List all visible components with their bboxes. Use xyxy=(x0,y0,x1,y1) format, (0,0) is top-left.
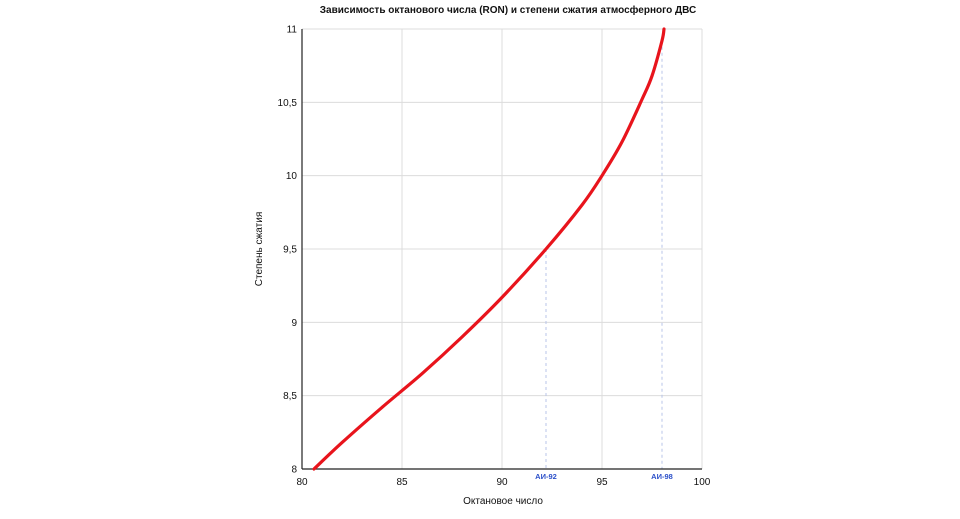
x-tick-label: 100 xyxy=(694,477,711,488)
x-tick-label: 85 xyxy=(396,477,408,488)
y-tick-label: 10 xyxy=(286,171,298,182)
chart-title: Зависимость октанового числа (RON) и сте… xyxy=(320,4,696,16)
tick-labels: 80 85 90 95 100 8 8,5 9 9,5 10 10,5 11 xyxy=(278,25,711,489)
grade-marker-label: АИ-92 xyxy=(535,472,557,481)
y-tick-label: 9,5 xyxy=(283,245,297,256)
axes xyxy=(301,29,702,470)
y-tick-label: 8 xyxy=(291,465,297,476)
grade-markers: АИ-92 АИ-98 xyxy=(535,40,673,481)
x-tick-label: 80 xyxy=(296,477,308,488)
grade-marker-label: АИ-98 xyxy=(651,472,673,481)
x-tick-label: 95 xyxy=(596,477,608,488)
x-axis-label: Октановое число xyxy=(463,496,543,507)
y-tick-label: 11 xyxy=(287,25,298,36)
y-axis-label: Степень сжатия xyxy=(254,212,265,286)
y-tick-label: 9 xyxy=(291,318,297,329)
series-layer xyxy=(312,27,666,471)
x-tick-label: 90 xyxy=(496,477,508,488)
gridlines xyxy=(302,28,703,469)
series-line xyxy=(312,27,666,471)
y-tick-label: 8,5 xyxy=(283,391,297,402)
y-tick-label: 10,5 xyxy=(278,98,298,109)
